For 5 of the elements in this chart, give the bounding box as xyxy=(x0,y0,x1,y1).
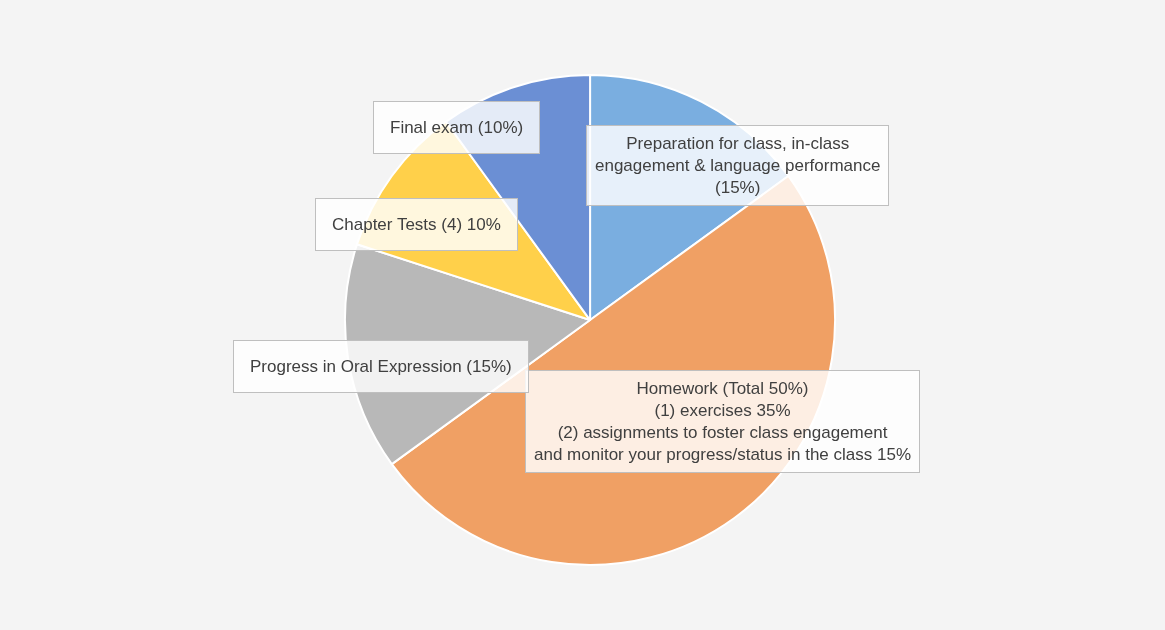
slice-label: Progress in Oral Expression (15%) xyxy=(250,357,512,376)
slice-label: Chapter Tests (4) 10% xyxy=(332,215,501,234)
slice-label: Homework (Total 50%) (1) exercises 35% (2) assignments to foster class engagement and monitor your progress/status in the class 15% xyxy=(534,379,912,465)
slice-label: Preparation for class, in-class engagement & language performance (15%) xyxy=(595,134,881,198)
slice-label: Final exam (10%) xyxy=(390,118,524,137)
